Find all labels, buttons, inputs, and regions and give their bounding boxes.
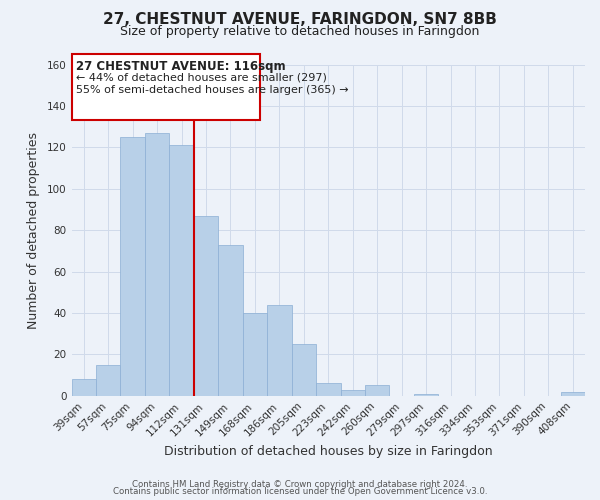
Bar — [316, 384, 341, 396]
Text: Contains HM Land Registry data © Crown copyright and database right 2024.: Contains HM Land Registry data © Crown c… — [132, 480, 468, 489]
Bar — [341, 390, 365, 396]
Text: Size of property relative to detached houses in Faringdon: Size of property relative to detached ho… — [121, 25, 479, 38]
Bar — [194, 216, 218, 396]
Bar — [365, 386, 389, 396]
Bar — [145, 133, 169, 396]
Y-axis label: Number of detached properties: Number of detached properties — [27, 132, 40, 328]
Bar — [96, 365, 121, 396]
Bar — [243, 313, 267, 396]
Text: ← 44% of detached houses are smaller (297): ← 44% of detached houses are smaller (29… — [76, 73, 326, 83]
X-axis label: Distribution of detached houses by size in Faringdon: Distribution of detached houses by size … — [164, 444, 493, 458]
Bar — [121, 137, 145, 396]
Text: Contains public sector information licensed under the Open Government Licence v3: Contains public sector information licen… — [113, 488, 487, 496]
FancyBboxPatch shape — [72, 54, 260, 120]
Text: 27 CHESTNUT AVENUE: 116sqm: 27 CHESTNUT AVENUE: 116sqm — [76, 60, 286, 74]
Bar — [414, 394, 439, 396]
Text: 55% of semi-detached houses are larger (365) →: 55% of semi-detached houses are larger (… — [76, 85, 349, 95]
Bar — [71, 380, 96, 396]
Text: 27, CHESTNUT AVENUE, FARINGDON, SN7 8BB: 27, CHESTNUT AVENUE, FARINGDON, SN7 8BB — [103, 12, 497, 28]
Bar — [267, 304, 292, 396]
Bar — [560, 392, 585, 396]
Bar — [169, 146, 194, 396]
Bar — [292, 344, 316, 396]
Bar — [218, 244, 243, 396]
